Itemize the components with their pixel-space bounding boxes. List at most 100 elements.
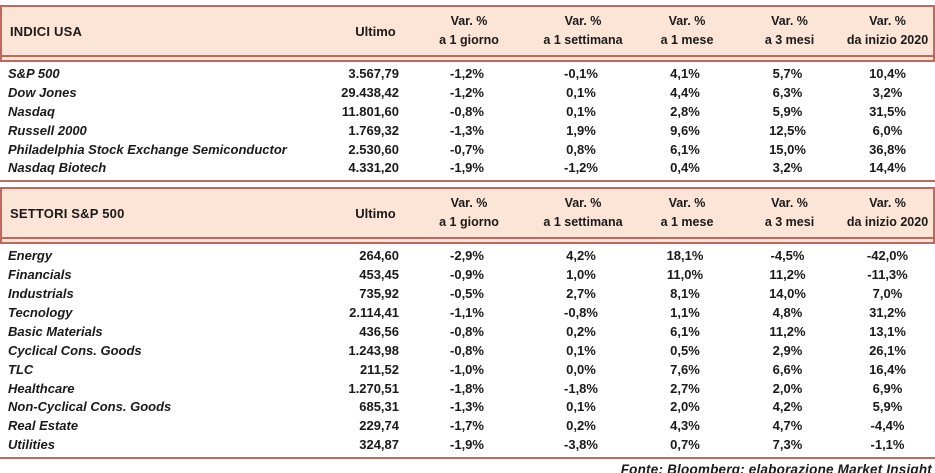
var-period: a 1 mese — [660, 215, 714, 230]
var-value: 4,3% — [670, 418, 700, 434]
row-label: Nasdaq — [8, 103, 55, 119]
ultimo-value: 1.769,32 — [348, 122, 399, 138]
ultimo-value: 453,45 — [359, 267, 399, 283]
var-value: -1,2% — [450, 66, 484, 81]
settori-sp500-table-body: Energy 264,60 -2,9% 4,2% 18,1% -4,5% -42,0% Fin… — [0, 244, 935, 460]
var-period: a 1 giorno — [439, 215, 499, 230]
var-value: -4,5% — [770, 248, 805, 264]
var-value: -0,1% — [564, 66, 598, 81]
settori-sp500-table: SETTORI S&P 500 Ultimo Var. % a 1 giorno… — [0, 187, 935, 460]
var-value: 0,0% — [566, 361, 596, 377]
header-double-rule — [0, 237, 935, 245]
var-value: 6,6% — [772, 361, 803, 377]
ultimo-value: 4.331,20 — [348, 160, 399, 176]
var-label: Var. % — [450, 196, 488, 211]
column-header-var-inizio-2020: Var. % da inizio 2020 — [842, 12, 933, 50]
var-period: da inizio 2020 — [846, 215, 929, 230]
var-value: 6,1% — [670, 141, 700, 157]
var-value: -1,2% — [450, 84, 484, 100]
table-row: Utilities 324,87 -1,9% -3,8% 0,7% 7,3% -1,1% — [0, 436, 935, 455]
var-value: -1,3% — [450, 399, 484, 415]
header-double-rule — [0, 55, 935, 62]
ultimo-value: 264,60 — [359, 248, 399, 264]
var-value: 2,8% — [670, 103, 700, 119]
var-value: 3,2% — [772, 160, 803, 176]
column-header-var-1-settimana: Var. % a 1 settimana — [529, 12, 637, 50]
column-header-var-1-mese: Var. % a 1 mese — [637, 12, 737, 50]
row-label: Non-Cyclical Cons. Goods — [8, 399, 172, 415]
var-value: 2,7% — [566, 286, 596, 302]
ultimo-value: 436,56 — [359, 323, 399, 339]
var-value: 4,2% — [566, 248, 596, 264]
var-period: a 1 settimana — [543, 33, 623, 47]
var-label: Var. % — [564, 196, 602, 211]
table-row: Non-Cyclical Cons. Goods 685,31 -1,3% 0,1% 2… — [0, 398, 935, 417]
var-value: 0,1% — [566, 399, 596, 415]
var-value: -1,1% — [450, 305, 484, 321]
var-value: -1,8% — [450, 380, 484, 396]
var-value: -0,7% — [450, 141, 484, 157]
var-value: 0,7% — [670, 437, 700, 453]
var-value: 7,6% — [670, 361, 700, 377]
var-value: 5,7% — [772, 66, 803, 81]
var-value: -0,8% — [450, 103, 484, 119]
ultimo-value: 685,31 — [359, 399, 399, 415]
var-value: 15,0% — [769, 141, 806, 157]
source-note: Fonte: Bloomberg; elaborazione Market In… — [620, 462, 932, 473]
row-label: Financials — [8, 267, 72, 283]
var-period: a 1 settimana — [543, 215, 623, 230]
row-label: S&P 500 — [8, 66, 60, 81]
var-value: -1,3% — [450, 122, 484, 138]
var-value: 4,8% — [772, 305, 803, 321]
ultimo-value: 11.801,60 — [341, 103, 399, 119]
var-label: Var. % — [869, 14, 906, 28]
var-value: 16,4% — [869, 361, 906, 377]
var-value: -1,9% — [450, 160, 484, 176]
var-value: 1,1% — [670, 305, 700, 321]
ultimo-value: 2.114,41 — [349, 305, 399, 321]
var-value: 26,1% — [869, 342, 906, 358]
column-header-var-1-giorno: Var. % a 1 giorno — [409, 194, 529, 232]
var-value: 4,2% — [772, 399, 803, 415]
row-label: Dow Jones — [8, 84, 77, 100]
row-label: Basic Materials — [8, 323, 103, 339]
column-header-var-3-mesi: Var. % a 3 mesi — [737, 194, 842, 232]
var-value: 5,9% — [772, 103, 803, 119]
row-label: Healthcare — [8, 380, 75, 396]
var-value: 7,3% — [772, 437, 803, 453]
var-value: 6,0% — [872, 122, 903, 138]
table-row: Nasdaq Biotech 4.331,20 -1,9% -1,2% 0,4% 3,2%… — [0, 159, 935, 178]
indici-usa-table: INDICI USA Ultimo Var. % a 1 giorno Var.… — [0, 5, 935, 183]
var-value: -1,7% — [450, 418, 484, 434]
column-header-ultimo: Ultimo — [355, 205, 396, 221]
var-value: 6,3% — [772, 84, 803, 100]
row-label: Cyclical Cons. Goods — [8, 342, 142, 358]
var-value: 6,1% — [670, 323, 700, 339]
var-value: 0,8% — [566, 141, 596, 157]
var-value: 0,1% — [566, 342, 596, 358]
var-period: a 1 mese — [660, 33, 714, 47]
table-row: Healthcare 1.270,51 -1,8% -1,8% 2,7% 2,0% 6,9% — [0, 380, 935, 399]
var-value: 1,0% — [566, 267, 596, 283]
table-row: S&P 500 3.567,79 -1,2% -0,1% 4,1% 5,7% 10,4% — [0, 65, 935, 84]
var-value: 2,0% — [772, 380, 803, 396]
var-value: 7,0% — [872, 286, 903, 302]
column-header-var-1-settimana: Var. % a 1 settimana — [529, 194, 637, 232]
table-row: Financials 453,45 -0,9% 1,0% 11,0% 11,2% -11,3… — [0, 266, 935, 285]
var-value: 0,4% — [670, 160, 700, 176]
ultimo-value: 229,74 — [359, 418, 399, 434]
var-label: Var. % — [564, 14, 602, 28]
var-value: -11,3% — [867, 267, 908, 283]
var-value: 10,4% — [869, 66, 906, 81]
var-value: 36,8% — [869, 141, 906, 157]
table-row: TLC 211,52 -1,0% 0,0% 7,6% 6,6% 16,4% — [0, 361, 935, 380]
var-value: 11,2% — [769, 267, 806, 283]
var-value: 1,9% — [566, 122, 596, 138]
var-value: 0,1% — [566, 103, 596, 119]
var-value: -4,4% — [870, 418, 905, 434]
var-value: 0,5% — [670, 342, 700, 358]
column-header-ultimo: Ultimo — [355, 23, 396, 39]
column-header-var-3-mesi: Var. % a 3 mesi — [737, 12, 842, 50]
var-value: 3,2% — [872, 84, 903, 100]
table-title: INDICI USA — [10, 23, 83, 39]
